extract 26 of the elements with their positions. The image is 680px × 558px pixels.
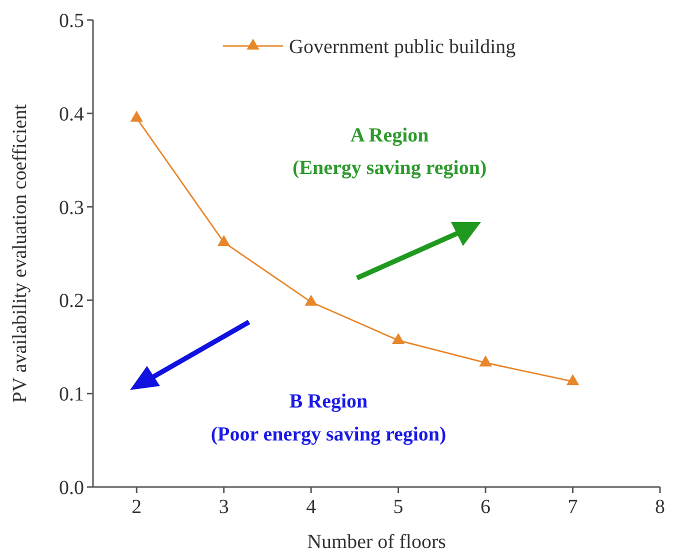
y-tick-label: 0.3 [59, 196, 84, 219]
y-axis-title: PV availability evaluation coefficient [9, 104, 31, 403]
y-tick-label: 0.1 [59, 384, 84, 406]
annotation: (Energy saving region) [292, 157, 487, 180]
annotation: (Poor energy saving region) [210, 423, 446, 446]
x-tick-label: 2 [132, 496, 142, 518]
x-tick-label: 5 [393, 496, 404, 518]
legend-label: Government public building [289, 36, 516, 58]
x-axis-title: Number of floors [307, 531, 446, 553]
x-tick-label: 7 [568, 496, 578, 518]
annotation: B Region [289, 390, 368, 413]
point [566, 374, 580, 386]
annotation: A Region [350, 124, 429, 146]
point [392, 333, 405, 344]
point [217, 234, 230, 246]
x-tick-label: 8 [655, 496, 665, 518]
y-tick-label: 0.5 [59, 10, 84, 32]
y-tick-label: 0.4 [59, 103, 84, 126]
point [304, 294, 318, 306]
y-tick-label: 0.2 [59, 290, 84, 312]
x-tick-label: 4 [306, 496, 316, 518]
y-tick-label: 0.0 [59, 477, 84, 499]
point [479, 355, 492, 366]
x-tick-label: 3 [218, 496, 229, 518]
point [130, 110, 143, 122]
x-tick-label: 6 [480, 496, 491, 518]
